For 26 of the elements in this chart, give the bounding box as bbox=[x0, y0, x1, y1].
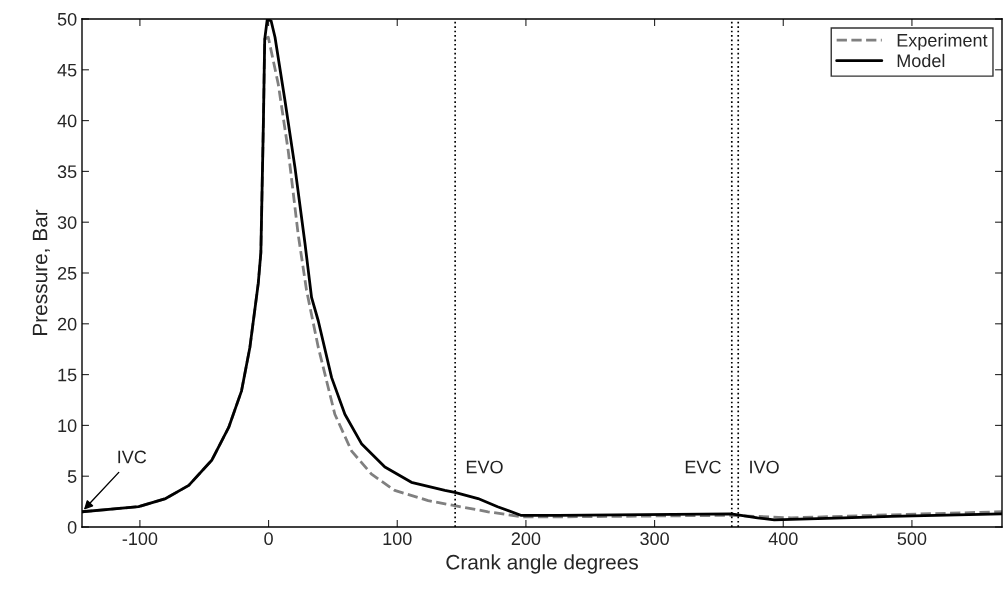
x-axis-title: Crank angle degrees bbox=[446, 554, 638, 574]
x-tick-label: -100 bbox=[122, 532, 158, 546]
x-tick-label: 500 bbox=[897, 532, 927, 546]
ref-line-label: IVO bbox=[750, 460, 779, 474]
y-tick-label: 40 bbox=[57, 114, 77, 128]
y-tick-label: 35 bbox=[57, 165, 77, 179]
y-axis-title: Pressure, Bar bbox=[32, 209, 50, 335]
y-tick-label: 25 bbox=[57, 266, 77, 280]
y-tick-label: 15 bbox=[58, 368, 77, 382]
ref-line-label: EVO bbox=[466, 460, 503, 474]
y-tick-label: 0 bbox=[67, 520, 77, 534]
y-tick-label: 45 bbox=[57, 63, 77, 77]
annotation: IVC bbox=[118, 450, 147, 464]
x-tick-label: 200 bbox=[511, 532, 541, 546]
y-tick-label: 5 bbox=[67, 470, 77, 483]
x-tick-label: 400 bbox=[768, 532, 798, 546]
legend-label: Model bbox=[897, 53, 945, 68]
y-tick-label: 20 bbox=[57, 317, 77, 331]
x-tick-label: 100 bbox=[383, 532, 412, 546]
ref-line-label: EVC bbox=[685, 460, 721, 474]
x-tick-label: 300 bbox=[640, 532, 669, 546]
legend-label: Experiment bbox=[897, 33, 988, 51]
y-tick-label: 50 bbox=[57, 12, 77, 26]
y-tick-label: 10 bbox=[58, 419, 77, 433]
x-tick-label: 0 bbox=[264, 532, 273, 546]
y-tick-label: 30 bbox=[57, 216, 77, 229]
